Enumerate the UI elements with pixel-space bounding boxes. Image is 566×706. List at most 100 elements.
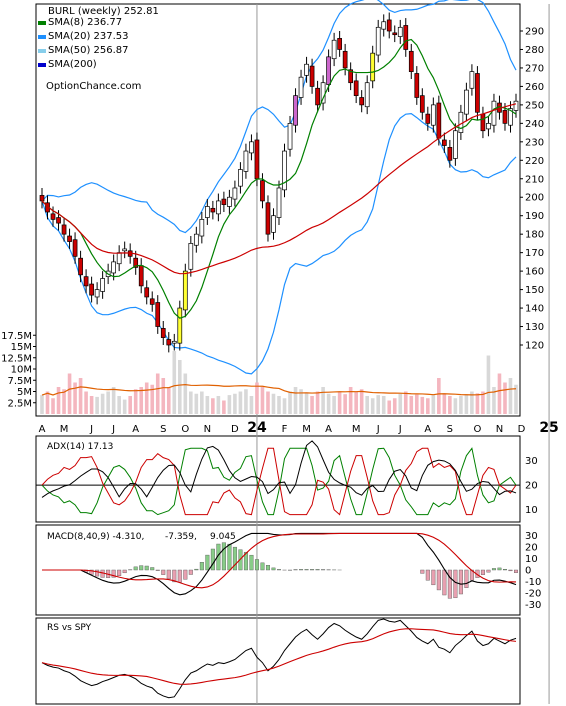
volume-bar — [381, 396, 386, 414]
price-tick-label: 270 — [525, 63, 544, 74]
candle-body — [83, 276, 89, 287]
legend-label: SMA(200) — [48, 59, 97, 70]
candle-body — [453, 130, 458, 159]
volume-bar — [133, 389, 138, 414]
volume-tick-label: 10M — [11, 365, 32, 376]
candle-body — [326, 56, 331, 85]
price-tick-label: 280 — [525, 45, 544, 56]
volume-bar — [95, 396, 99, 414]
macd-histogram-bar — [299, 569, 304, 571]
macd-histogram-bar — [447, 569, 452, 599]
volume-bar — [51, 398, 55, 414]
x-tick-label: A — [424, 424, 431, 435]
candle-body — [491, 100, 497, 126]
candle-body — [480, 113, 486, 132]
volume-bar — [387, 400, 392, 414]
price-tick-label: 290 — [525, 27, 544, 38]
candle-body — [304, 63, 309, 76]
price-tick-label: 220 — [525, 156, 544, 167]
volume-bar — [514, 384, 518, 414]
legend-label: SMA(8) 236.77 — [48, 17, 122, 28]
volume-bar — [67, 373, 72, 414]
volume-bar — [78, 378, 83, 414]
macd-histogram-bar — [420, 569, 425, 574]
volume-bar — [84, 391, 88, 414]
x-tick-label: D — [231, 424, 239, 435]
volume-bar — [293, 387, 298, 414]
rs-average-line — [41, 628, 517, 685]
candle-body — [364, 82, 370, 108]
candle-body — [204, 206, 210, 218]
price-tick-label: 120 — [525, 341, 544, 352]
price-tick-label: 140 — [525, 304, 544, 315]
volume-bar — [343, 394, 347, 414]
macd-histogram-bar — [497, 567, 502, 571]
candle-body — [486, 123, 491, 130]
volume-bar — [348, 387, 353, 414]
macd-tick-label: 0 — [525, 566, 531, 577]
candle-body — [89, 283, 94, 296]
sma-lines — [41, 38, 517, 319]
candle-body — [408, 50, 414, 72]
candle-body — [100, 278, 105, 292]
candle-body — [111, 261, 117, 274]
macd-histogram-bar — [249, 554, 254, 571]
macd-histogram-bar — [491, 568, 496, 571]
macd-histogram-bar — [210, 548, 215, 571]
macd-line — [42, 532, 517, 596]
candle-body — [348, 69, 354, 84]
macd-histogram-bar — [514, 569, 519, 573]
volume-bar — [62, 389, 66, 414]
price-tick-label: 240 — [525, 119, 544, 130]
candle-body — [72, 239, 78, 257]
volume-bar — [89, 396, 94, 414]
macd-histogram-bar — [502, 568, 507, 571]
volume-bar — [420, 396, 425, 414]
volume-average-line — [41, 384, 517, 396]
candle-body — [116, 252, 122, 265]
candle-body — [475, 73, 480, 113]
adx-panel-frame — [35, 435, 521, 523]
x-tick-label: A — [39, 424, 46, 435]
volume-tick-label: 5M — [17, 387, 32, 398]
x-tick-label: M — [302, 424, 311, 435]
candle-body — [469, 71, 475, 89]
rs-panel — [41, 618, 517, 699]
volume-bar — [144, 382, 149, 414]
x-axis-labels: AMJJASOND24FMAMJJASOND25FMAMJJ — [39, 420, 559, 436]
candle-body — [430, 104, 436, 126]
x-tick-label: J — [89, 424, 93, 435]
x-tick-label: J — [376, 424, 380, 435]
macd-histogram-bar — [89, 569, 94, 575]
macd-histogram-bar — [458, 569, 463, 595]
volume-bar — [200, 391, 204, 414]
candle-body — [293, 95, 298, 126]
volume-bar — [106, 391, 110, 414]
candle-body — [122, 248, 128, 252]
volume-bar — [233, 393, 237, 414]
macd-title: MACD(8,40,9) -4.310, — [47, 532, 144, 542]
macd-histogram-bar — [166, 569, 171, 580]
macd-tick-label: 20 — [525, 543, 538, 554]
volume-tick-label: 17.5M — [1, 331, 32, 342]
candle-body — [138, 265, 144, 287]
candle-body — [160, 328, 166, 338]
macd-histogram-bar — [480, 569, 485, 575]
macd-tick-label: -30 — [525, 600, 541, 611]
volume-bar — [211, 398, 215, 414]
macd-tick-label: -20 — [525, 588, 541, 599]
volume-bar — [321, 387, 325, 414]
volume-bar — [155, 373, 160, 414]
x-tick-label: F — [282, 424, 288, 435]
candle-body — [177, 307, 183, 344]
macd-histogram-bar — [133, 566, 138, 571]
candle-body — [166, 339, 172, 346]
volume-tick-label: 15M — [11, 342, 32, 353]
adx-tick-label: 20 — [525, 481, 538, 492]
price-tick-label: 260 — [525, 82, 544, 93]
volume-bar — [189, 391, 193, 414]
candle-body — [188, 243, 194, 270]
macd-histogram-bar — [260, 562, 265, 571]
candle-body — [276, 187, 282, 218]
